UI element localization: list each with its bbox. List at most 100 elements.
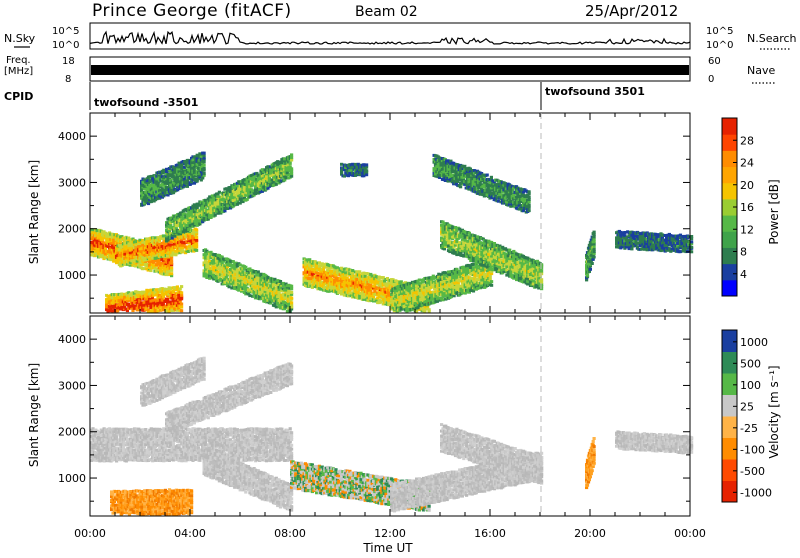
scatter-cell (195, 246, 198, 249)
scatter-cell (195, 236, 198, 239)
scatter-cell (490, 280, 493, 283)
scatter-cell (180, 294, 183, 297)
scatter-cell (425, 287, 428, 290)
scatter-cell (180, 309, 183, 312)
scatter-cell (448, 237, 451, 240)
scatter-cell (290, 291, 293, 294)
cpid-segment-1: twofsound -3501 (94, 96, 198, 109)
scatter-cell (400, 295, 403, 298)
nsky-label: N.Sky (4, 32, 36, 45)
scatter-cell (216, 195, 219, 198)
scatter-cell (362, 272, 365, 275)
scatter-cell (218, 191, 221, 194)
scatter-cell (170, 259, 173, 262)
scatter-cell (223, 209, 226, 212)
scatter-cell (290, 285, 293, 288)
nave-tick-high: 60 (708, 56, 721, 67)
scatter-cell (448, 240, 451, 243)
scatter-cell (203, 164, 206, 167)
scatter-cell (195, 249, 198, 252)
scatter-cell (203, 172, 206, 175)
scatter-cell (162, 303, 165, 306)
freq-label: Freq. (6, 55, 31, 66)
scatter-cell (168, 230, 171, 233)
scatter-cell (133, 241, 136, 244)
scatter-cell (175, 179, 178, 182)
scatter-cell (180, 291, 183, 294)
scatter-cell (259, 273, 262, 276)
scatter-cell (104, 256, 107, 259)
scatter-cell (166, 255, 169, 258)
nsearch-tick-low: 10^0 (706, 40, 733, 51)
scatter-cell (314, 260, 317, 263)
scatter-cell (437, 273, 440, 276)
cpid-segment-2: twofsound 3501 (545, 85, 645, 98)
scatter-cell (451, 225, 454, 228)
scatter-cell (290, 301, 293, 304)
scatter-cell (173, 235, 176, 238)
scatter-cell (275, 183, 278, 186)
scatter-cell (222, 198, 225, 201)
scatter-cell (322, 268, 325, 271)
scatter-cell (341, 271, 344, 274)
scatter-cell (228, 285, 231, 288)
nave-label: Nave (747, 64, 775, 77)
scatter-cell (195, 239, 198, 242)
nave-tick-low: 0 (708, 74, 714, 85)
scatter-cell (403, 300, 406, 303)
scatter-cell (418, 279, 421, 282)
scatter-cell (216, 270, 219, 273)
scatter-cell (218, 266, 221, 269)
freq-nave-band (91, 65, 689, 75)
scatter-cell (455, 268, 458, 271)
scatter-cell (429, 291, 432, 294)
scatter-cell (278, 291, 281, 294)
scatter-cell (133, 256, 136, 259)
scatter-cell (187, 250, 190, 253)
freq-unit: [MHz] (4, 66, 33, 77)
scatter-cell (170, 272, 173, 275)
scatter-cell (290, 167, 293, 170)
scatter-cell (180, 306, 183, 309)
freq-tick-low: 8 (65, 74, 71, 85)
scatter-cell (116, 309, 119, 312)
scatter-cell (289, 162, 292, 165)
nsky-tick-high: 10^5 (52, 26, 79, 37)
scatter-cell (490, 284, 493, 287)
scatter-cell (290, 156, 293, 159)
nsky-tick-low: 10^0 (52, 40, 79, 51)
scatter-cell (273, 302, 276, 305)
scatter-cell (209, 214, 212, 217)
scatter-cell (364, 275, 367, 278)
scatter-cell (170, 266, 173, 269)
scatter-cell (214, 214, 217, 217)
scatter-cell (203, 152, 206, 155)
scatter-cell (334, 274, 337, 277)
scatter-cell (489, 276, 492, 279)
scatter-cell (203, 167, 206, 170)
station-title: Prince George (fitACF) (92, 1, 292, 21)
scatter-cell (290, 287, 293, 290)
nsky-trace (90, 32, 690, 44)
scatter-cell (180, 303, 183, 306)
scatter-cell (127, 237, 130, 240)
scatter-cell (400, 280, 403, 283)
freq-tick-high: 18 (62, 56, 75, 67)
scatter-cell (441, 295, 444, 298)
cpid-label: CPID (4, 90, 33, 103)
scatter-cell (318, 261, 321, 264)
nsky-frame (90, 23, 690, 49)
scatter-cell (203, 154, 206, 157)
scatter-cell (476, 265, 479, 268)
scatter-cell (251, 275, 254, 278)
nsearch-tick-high: 10^5 (706, 26, 733, 37)
scatter-cell (142, 267, 145, 270)
scatter-cell (273, 278, 276, 281)
nsearch-label: N.Search (747, 32, 797, 45)
scatter-cell (212, 266, 215, 269)
scatter-cell (351, 269, 354, 272)
scatter-cell (286, 169, 289, 172)
scatter-cell (239, 264, 242, 267)
